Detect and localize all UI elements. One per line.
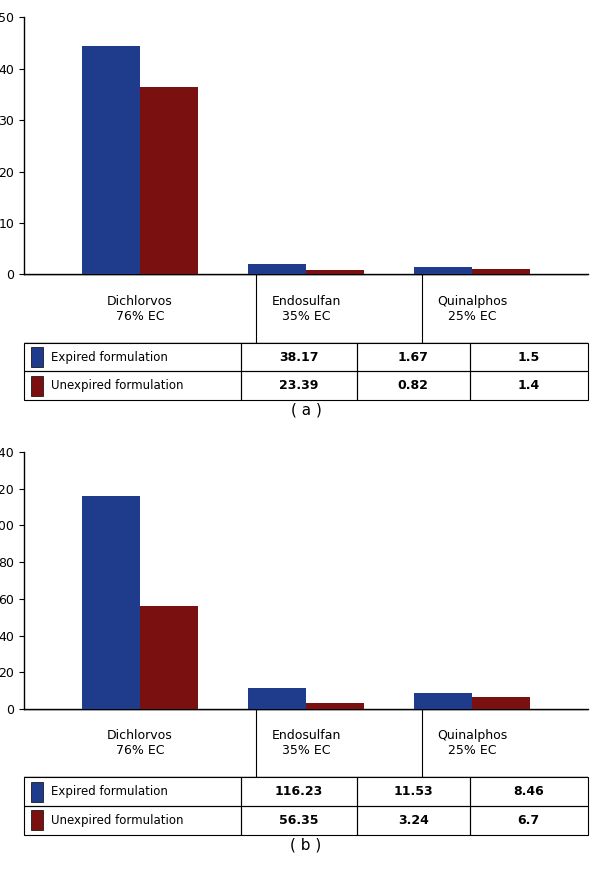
Bar (24, 806, 241, 835)
Text: 56.35: 56.35 (279, 814, 319, 827)
Text: 38.17: 38.17 (279, 351, 319, 364)
Bar (31, 347, 43, 367)
Bar (470, 371, 588, 400)
Bar (306, 703, 364, 709)
Text: 11.53: 11.53 (394, 786, 433, 798)
Text: ( a ): ( a ) (290, 402, 322, 418)
Text: Dichlorvos
76% EC: Dichlorvos 76% EC (107, 295, 173, 323)
Bar (248, 264, 306, 275)
Bar (357, 806, 470, 835)
Text: ( b ): ( b ) (290, 837, 322, 852)
Bar (241, 371, 357, 400)
Text: 0.82: 0.82 (398, 379, 428, 392)
Bar (472, 697, 530, 709)
Text: Expired formulation: Expired formulation (51, 351, 168, 364)
Text: Quinalphos
25% EC: Quinalphos 25% EC (437, 729, 507, 757)
Bar (306, 269, 364, 275)
Bar (241, 343, 357, 371)
Bar (82, 45, 140, 275)
Text: Endosulfan
35% EC: Endosulfan 35% EC (271, 295, 341, 323)
Bar (357, 371, 470, 400)
Bar (470, 778, 588, 806)
Text: Expired formulation: Expired formulation (51, 786, 168, 798)
Text: 1.4: 1.4 (518, 379, 540, 392)
Bar (470, 343, 588, 371)
Bar (248, 688, 306, 709)
Bar (140, 87, 198, 275)
Bar (24, 778, 241, 806)
Bar (357, 778, 470, 806)
Text: 1.67: 1.67 (398, 351, 428, 364)
Text: Dichlorvos
76% EC: Dichlorvos 76% EC (107, 729, 173, 757)
Bar (24, 371, 241, 400)
Bar (140, 605, 198, 709)
Bar (357, 343, 470, 371)
Text: Quinalphos
25% EC: Quinalphos 25% EC (437, 295, 507, 323)
Text: Endosulfan
35% EC: Endosulfan 35% EC (271, 729, 341, 757)
Bar (414, 693, 472, 709)
Text: 116.23: 116.23 (275, 786, 323, 798)
Text: 23.39: 23.39 (279, 379, 319, 392)
Bar (470, 806, 588, 835)
Bar (31, 810, 43, 830)
Bar (82, 495, 140, 709)
Bar (31, 782, 43, 801)
Text: 3.24: 3.24 (398, 814, 428, 827)
Bar (472, 269, 530, 275)
Bar (414, 267, 472, 275)
Bar (24, 343, 241, 371)
Text: 6.7: 6.7 (518, 814, 540, 827)
Bar (31, 376, 43, 396)
Text: 1.5: 1.5 (518, 351, 540, 364)
Text: Unexpired formulation: Unexpired formulation (51, 379, 184, 392)
Bar (241, 778, 357, 806)
Text: 8.46: 8.46 (514, 786, 544, 798)
Bar (241, 806, 357, 835)
Text: Unexpired formulation: Unexpired formulation (51, 814, 184, 827)
